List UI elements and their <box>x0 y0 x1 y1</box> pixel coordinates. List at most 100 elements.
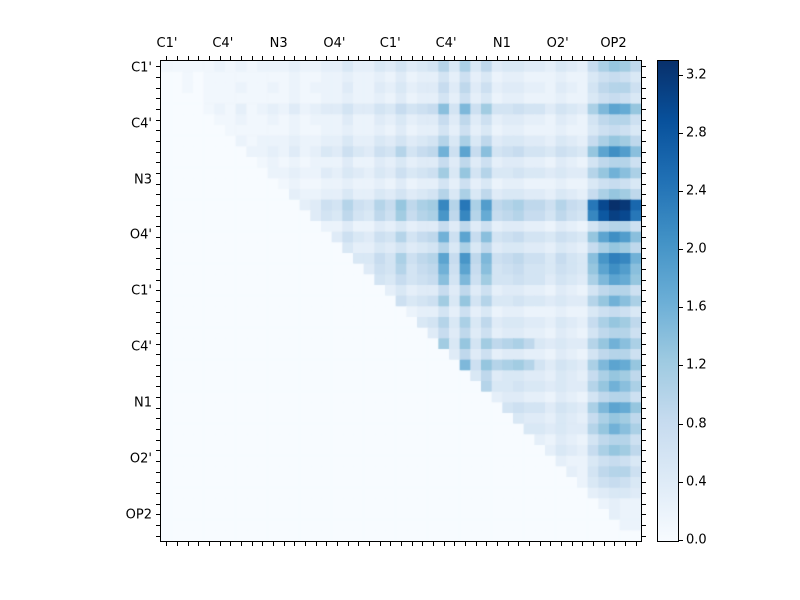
tick-mark <box>411 56 413 60</box>
tick-mark <box>642 386 646 388</box>
tick-mark <box>642 450 646 452</box>
tick-mark <box>486 56 488 60</box>
tick-mark <box>283 56 285 60</box>
tick-mark <box>177 542 178 546</box>
tick-mark <box>347 56 349 60</box>
tick-mark <box>294 542 296 546</box>
tick-mark <box>642 87 646 89</box>
tick-mark <box>283 542 285 546</box>
tick-mark <box>156 109 160 110</box>
tick-mark <box>642 66 646 68</box>
tick-mark <box>422 56 424 60</box>
tick-mark <box>156 205 160 206</box>
tick-mark <box>156 66 160 68</box>
tick-mark <box>642 77 646 78</box>
colorbar-tick-label: 2.4 <box>686 183 707 199</box>
tick-mark <box>326 56 328 60</box>
tick-mark <box>156 418 160 420</box>
tick-mark <box>156 343 160 345</box>
tick-mark <box>642 429 646 430</box>
tick-mark <box>679 249 683 251</box>
tick-mark <box>642 130 646 132</box>
tick-mark <box>156 439 160 441</box>
tick-mark <box>156 514 160 516</box>
tick-mark <box>156 237 160 238</box>
tick-mark <box>358 56 360 60</box>
tick-mark <box>642 535 646 537</box>
tick-mark <box>166 542 168 546</box>
colorbar-tick-label: 1.2 <box>686 357 707 373</box>
tick-mark <box>433 542 434 546</box>
tick-mark <box>337 56 338 60</box>
tick-mark <box>582 542 584 546</box>
tick-mark <box>642 439 646 441</box>
x-tick-label: N1 <box>492 36 511 51</box>
colorbar-tick-label: 2.0 <box>686 241 707 257</box>
tick-mark <box>454 542 456 546</box>
tick-mark <box>642 226 646 228</box>
heatmap-canvas <box>161 61 641 541</box>
tick-mark <box>209 542 210 546</box>
tick-mark <box>156 194 160 196</box>
tick-mark <box>642 98 646 100</box>
tick-mark <box>550 56 552 60</box>
tick-mark <box>518 56 520 60</box>
tick-mark <box>379 542 381 546</box>
tick-mark <box>642 525 646 526</box>
tick-mark <box>642 365 646 366</box>
tick-mark <box>209 56 210 60</box>
tick-mark <box>593 56 594 60</box>
tick-mark <box>230 542 232 546</box>
tick-mark <box>251 56 253 60</box>
tick-mark <box>614 56 616 60</box>
tick-mark <box>642 258 646 260</box>
tick-mark <box>642 301 646 302</box>
tick-mark <box>507 542 509 546</box>
tick-mark <box>518 542 520 546</box>
x-tick-label: C4' <box>435 36 457 51</box>
tick-mark <box>369 56 370 60</box>
y-tick-label: C4' <box>131 116 152 132</box>
tick-mark <box>571 542 573 546</box>
tick-mark <box>475 56 477 60</box>
tick-mark <box>642 141 646 142</box>
tick-mark <box>679 132 683 134</box>
tick-mark <box>241 56 242 60</box>
tick-mark <box>642 397 646 398</box>
tick-mark <box>156 493 160 494</box>
tick-mark <box>679 365 683 367</box>
tick-mark <box>219 542 221 546</box>
tick-mark <box>156 269 160 270</box>
tick-mark <box>187 56 189 60</box>
tick-mark <box>230 56 232 60</box>
tick-mark <box>529 542 530 546</box>
tick-mark <box>497 542 498 546</box>
tick-mark <box>198 542 200 546</box>
tick-mark <box>156 482 160 484</box>
tick-mark <box>401 56 402 60</box>
tick-mark <box>156 141 160 142</box>
tick-mark <box>251 542 253 546</box>
colorbar-tick-label: 3.2 <box>686 67 707 83</box>
tick-mark <box>642 205 646 206</box>
tick-mark <box>642 514 646 516</box>
tick-mark <box>156 173 160 174</box>
tick-mark <box>642 151 646 153</box>
colorbar-tick-label: 0.4 <box>686 474 707 490</box>
y-tick-label: O4' <box>129 227 152 243</box>
tick-mark <box>582 56 584 60</box>
tick-mark <box>347 542 349 546</box>
tick-mark <box>156 397 160 398</box>
tick-mark <box>679 190 683 192</box>
tick-mark <box>156 258 160 260</box>
tick-mark <box>156 429 160 430</box>
tick-mark <box>337 542 338 546</box>
tick-mark <box>475 542 477 546</box>
tick-mark <box>539 56 541 60</box>
tick-mark <box>642 279 646 281</box>
tick-mark <box>219 56 221 60</box>
tick-mark <box>561 542 562 546</box>
x-tick-label: OP2 <box>600 36 627 51</box>
tick-mark <box>635 56 637 60</box>
tick-mark <box>642 322 646 324</box>
